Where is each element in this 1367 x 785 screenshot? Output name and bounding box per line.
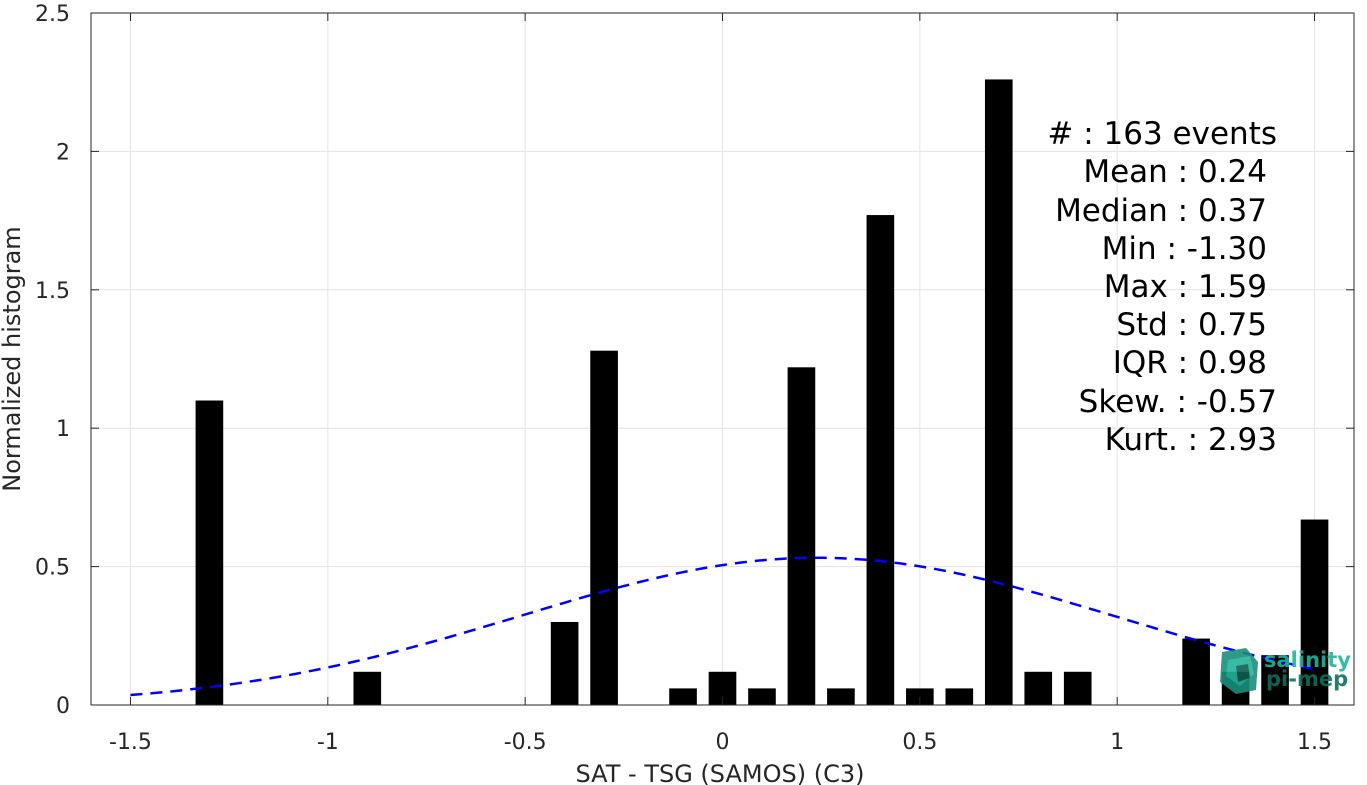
x-tick-label: -0.5 [504, 730, 547, 755]
x-tick-label: 1 [1110, 730, 1124, 755]
stat-median: Median : 0.37 [1055, 193, 1267, 229]
stats-block: # : 163 events Mean : 0.24 Median : 0.37… [1047, 116, 1277, 458]
histogram-bar [550, 621, 579, 705]
stat-min: Min : -1.30 [1102, 231, 1267, 267]
histogram-bar [669, 688, 697, 705]
x-tick-label: 0.5 [902, 730, 937, 755]
y-tick-label: 0.5 [35, 556, 70, 581]
histogram-bar [787, 367, 816, 705]
x-tick-labels: -1.5 -1 -0.5 0 0.5 1 1.5 [109, 730, 1332, 755]
x-tick-label: 0 [716, 730, 730, 755]
y-tick-label: 2.5 [35, 2, 70, 27]
x-axis-label: SAT - TSG (SAMOS) (C3) [576, 760, 865, 785]
y-tick-label: 1.5 [35, 279, 70, 304]
histogram-bar [984, 79, 1013, 705]
stat-count: # : 163 events [1047, 116, 1277, 152]
gaussian-fit-curve [130, 556, 1315, 697]
logo-shape-icon [1220, 648, 1258, 694]
histogram-bar [1063, 671, 1092, 705]
y-tick-labels: 0 0.5 1 1.5 2 2.5 [35, 2, 70, 719]
x-tick-label: -1.5 [109, 730, 152, 755]
histogram-bar [827, 688, 855, 705]
histogram-bar [1182, 638, 1210, 705]
histogram-bar [353, 671, 382, 705]
histogram-bar [590, 350, 618, 705]
histogram-bar [1024, 671, 1053, 705]
histogram-bar [748, 688, 776, 705]
logo-text-salinity: salinity [1264, 648, 1351, 672]
stat-std: Std : 0.75 [1116, 307, 1267, 343]
x-tick-label: 1.5 [1297, 730, 1332, 755]
y-tick-label: 2 [56, 140, 70, 165]
y-tick-label: 1 [56, 417, 70, 442]
histogram-bars [195, 79, 1329, 705]
stat-mean: Mean : 0.24 [1083, 154, 1267, 190]
logo-text-pimep: pi-mep [1266, 667, 1348, 691]
stat-skew: Skew. : -0.57 [1079, 384, 1277, 420]
histogram-bar [195, 400, 224, 705]
histogram-bar [1300, 519, 1329, 705]
histogram-bar [866, 215, 895, 705]
histogram-bar [906, 688, 934, 705]
y-tick-label: 0 [56, 694, 70, 719]
stat-max: Max : 1.59 [1104, 269, 1267, 305]
histogram-bar [945, 688, 974, 705]
y-axis-label: Normalized histogram [0, 226, 26, 491]
plot-axes [90, 12, 1355, 706]
stat-iqr: IQR : 0.98 [1113, 345, 1267, 381]
salinity-pimep-logo: salinity pi-mep [1220, 648, 1351, 694]
x-tick-label: -1 [317, 730, 339, 755]
stat-kurt: Kurt. : 2.93 [1105, 422, 1277, 458]
